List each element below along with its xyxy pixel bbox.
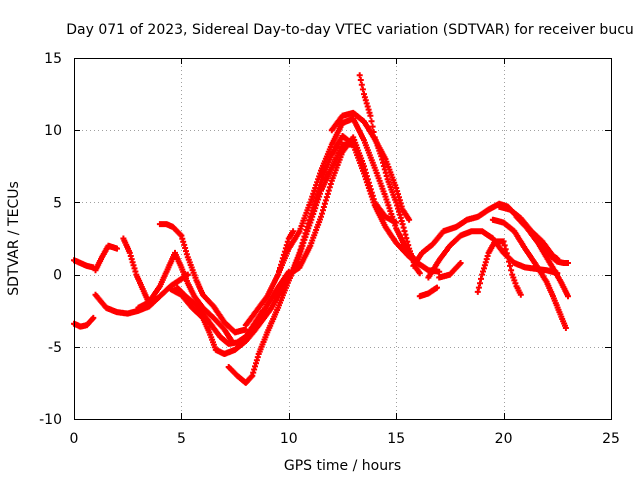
- series-track-16: [328, 109, 413, 223]
- series-track-6: [135, 249, 234, 343]
- marker-track: [135, 249, 234, 343]
- x-tick-label: 0: [70, 431, 79, 447]
- series-track-7: [156, 221, 249, 336]
- x-tick-label: 10: [280, 431, 298, 447]
- marker-track: [474, 238, 524, 298]
- x-tick-labels: 0 5 10 15 20 25: [70, 431, 620, 447]
- series-track-22: [489, 216, 569, 331]
- y-tick-label: 5: [53, 195, 62, 211]
- marker-track: [416, 284, 440, 300]
- marker-track: [285, 133, 417, 284]
- series-track-14: [285, 133, 417, 284]
- x-axis-label: GPS time / hours: [284, 458, 401, 474]
- series-track-17: [416, 284, 440, 300]
- y-tick-label: 10: [44, 123, 62, 139]
- y-tick-label: 0: [53, 268, 62, 284]
- x-tick-label: 20: [495, 431, 513, 447]
- y-tick-labels: -10 -5 0 5 10 15: [39, 51, 62, 428]
- marker-track: [120, 235, 153, 307]
- marker-track: [425, 228, 561, 281]
- marker-track: [489, 216, 569, 331]
- series-track-3: [92, 242, 120, 274]
- y-tick-label: -10: [39, 412, 62, 428]
- series-track-24: [513, 213, 571, 300]
- x-tick-label: 5: [177, 431, 186, 447]
- chart-title: Day 071 of 2023, Sidereal Day-to-day VTE…: [66, 22, 634, 38]
- marker-track: [275, 115, 443, 278]
- marker-track: [328, 109, 413, 223]
- series-track-21: [474, 238, 524, 298]
- series-track-5: [120, 235, 153, 307]
- series-track-13: [275, 115, 443, 278]
- y-tick-label: -5: [48, 340, 62, 356]
- marker-track: [156, 221, 249, 336]
- series-track-19: [425, 228, 561, 281]
- y-axis-label: SDTVAR / TECUs: [6, 181, 22, 296]
- series-track-20: [436, 260, 464, 281]
- x-tick-label: 15: [387, 431, 405, 447]
- y-tick-label: 15: [44, 51, 62, 67]
- marker-track: [436, 260, 464, 281]
- x-tick-label: 25: [602, 431, 620, 447]
- marker-track: [92, 242, 120, 274]
- marker-track: [513, 213, 571, 300]
- plot-frame: [74, 58, 612, 420]
- data-series: [71, 72, 571, 386]
